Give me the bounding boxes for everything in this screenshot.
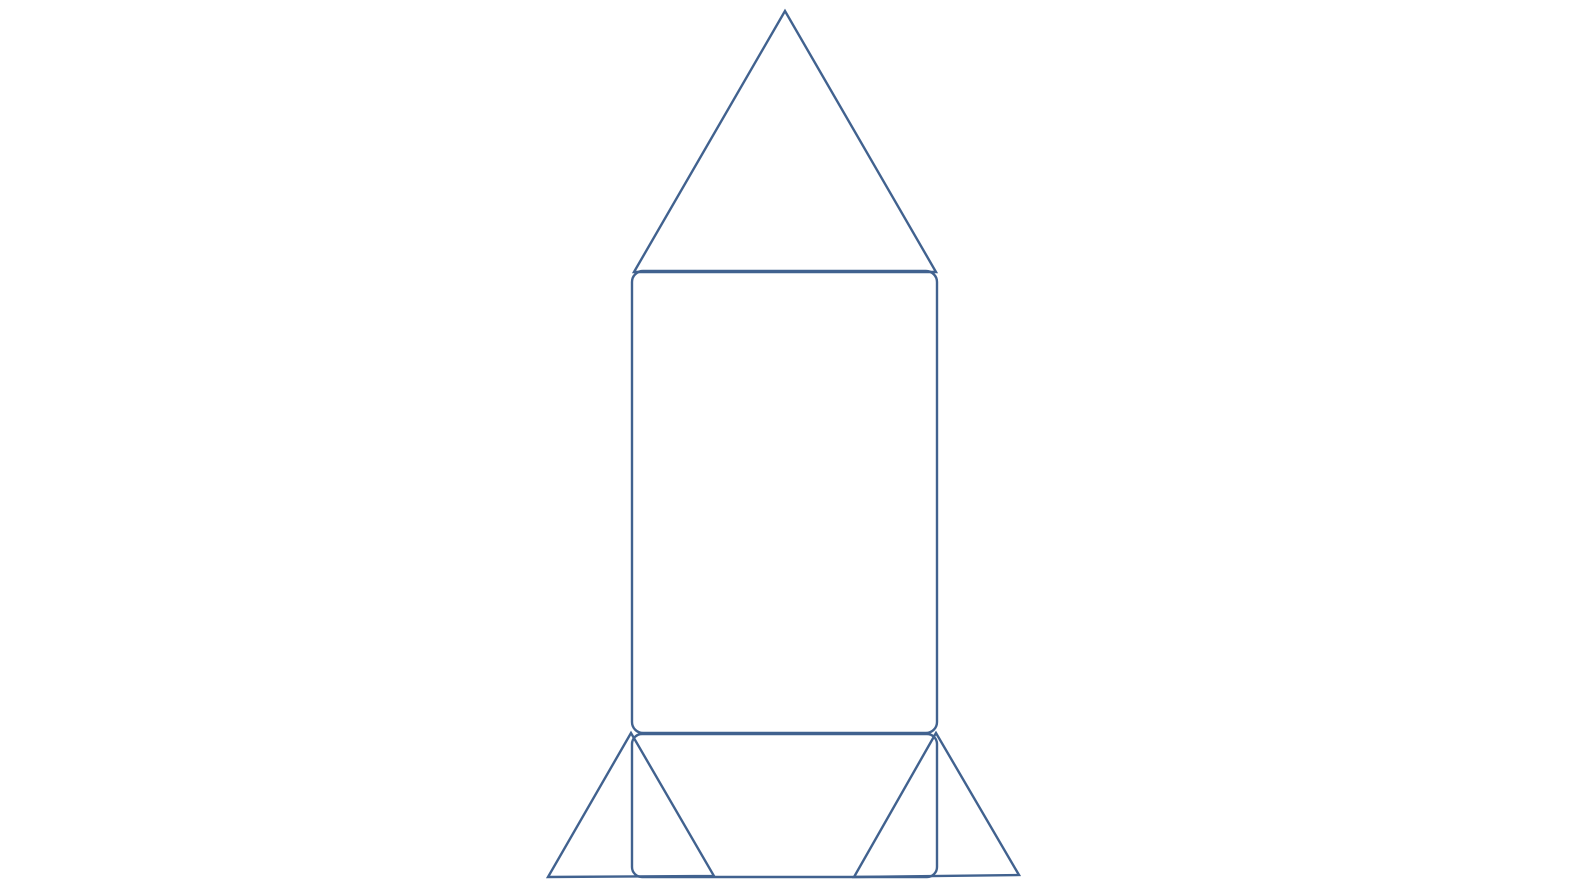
nose-cone[interactable] [631,8,939,274]
rocket-body[interactable] [630,269,939,735]
right-fin[interactable] [851,730,1022,879]
rocket-base[interactable] [630,732,939,879]
left-fin[interactable] [545,730,717,879]
